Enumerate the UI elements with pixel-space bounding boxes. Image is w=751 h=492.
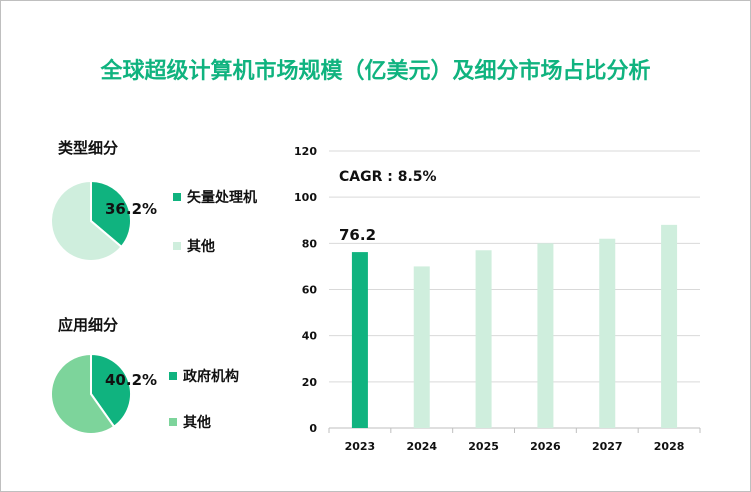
legend-swatch: [169, 418, 177, 426]
cagr-annotation: CAGR : 8.5%: [339, 169, 437, 185]
bar-2028: [661, 224, 678, 428]
legend-swatch: [169, 372, 177, 380]
type-share-label: 36.2%: [105, 200, 158, 218]
legend-label: 其他: [183, 415, 211, 431]
legend-swatch: [173, 242, 181, 250]
legend-government: 政府机构: [169, 366, 239, 386]
legend-label: 矢量处理机: [187, 190, 257, 206]
bar-2026: [537, 243, 554, 428]
x-tick-label: 2027: [592, 440, 623, 453]
application-share-label: 40.2%: [105, 371, 158, 389]
application-segment-heading: 应用细分: [58, 316, 119, 334]
legend-label: 其他: [187, 239, 215, 255]
type-pie: [50, 179, 132, 262]
bar-2023: [351, 252, 368, 428]
legend-other-type: 其他: [173, 236, 215, 256]
type-segment-heading: 类型细分: [58, 139, 119, 157]
x-tick-label: 2023: [345, 440, 376, 453]
bar-2025: [475, 250, 492, 428]
x-tick-label: 2024: [406, 440, 437, 453]
y-tick-label: 80: [302, 237, 318, 250]
y-tick-label: 60: [302, 284, 318, 297]
x-tick-label: 2025: [468, 440, 499, 453]
pie-slice: [50, 179, 123, 262]
y-tick-label: 0: [309, 422, 317, 435]
pie-slice: [90, 352, 132, 429]
y-tick-label: 100: [294, 191, 317, 204]
x-tick-label: 2028: [654, 440, 685, 453]
legend-label: 政府机构: [183, 369, 239, 385]
page-title: 全球超级计算机市场规模（亿美元）及细分市场占比分析: [100, 59, 651, 84]
data-label-2023: 76.2: [339, 226, 376, 244]
bar-2027: [599, 238, 616, 428]
bar-2024: [413, 266, 430, 428]
pie-slice: [50, 352, 116, 435]
x-tick-label: 2026: [530, 440, 561, 453]
y-tick-label: 20: [302, 376, 318, 389]
legend-other-application: 其他: [169, 412, 211, 432]
y-tick-label: 40: [302, 330, 318, 343]
legend-swatch: [173, 193, 181, 201]
application-pie: [50, 352, 132, 435]
y-tick-label: 120: [294, 145, 317, 158]
legend-vector-processor: 矢量处理机: [173, 187, 257, 207]
pie-slice: [90, 179, 132, 249]
